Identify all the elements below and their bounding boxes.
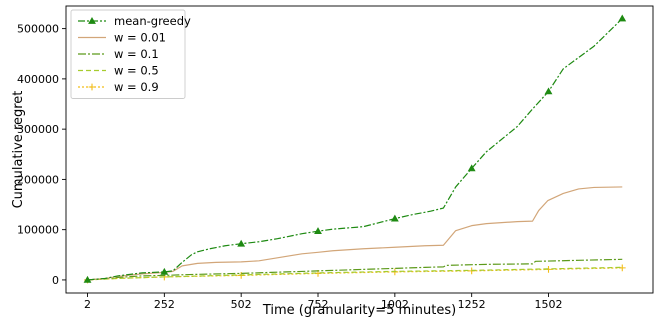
series-line [87, 186, 623, 281]
x-tick-label: 252 [154, 298, 175, 311]
legend-marker [88, 83, 96, 91]
x-tick-label: 1002 [381, 298, 409, 311]
series-marker [160, 267, 169, 275]
series-line [87, 267, 623, 281]
legend-label: mean-greedy [114, 14, 191, 28]
series-marker [83, 275, 92, 283]
series-marker [237, 239, 246, 247]
x-axis-label: Time (granularity=5 minutes) [262, 303, 456, 318]
y-axis-label: Cumulative regret [11, 91, 26, 209]
x-tick-label: 502 [231, 298, 252, 311]
x-tick-label: 1502 [535, 298, 563, 311]
x-tick-label: 752 [308, 298, 329, 311]
series-marker [390, 214, 399, 222]
legend-label: w = 0.5 [114, 64, 159, 78]
legend-label: w = 0.9 [114, 80, 159, 94]
y-tick-label: 200000 [17, 173, 59, 186]
y-tick-label: 300000 [17, 123, 59, 136]
series-line [87, 258, 623, 281]
series-marker [314, 227, 322, 235]
y-tick-label: 0 [52, 274, 59, 287]
series-marker [467, 164, 476, 172]
legend-marker [88, 16, 96, 24]
plot-frame [65, 5, 654, 294]
y-tick-label: 400000 [17, 73, 59, 86]
series-marker [544, 87, 553, 95]
legend-box [70, 9, 186, 99]
series-line [87, 266, 623, 281]
x-tick-label: 1252 [458, 298, 486, 311]
series-layer [83, 14, 627, 284]
y-tick-label: 500000 [17, 23, 59, 36]
series-marker [618, 14, 627, 22]
x-tick-label: 2 [84, 298, 91, 311]
legend: mean-greedy w = 0.01 w = 0.1 w = 0.5 w = 0.9 [70, 9, 191, 99]
ticks-layer: 2 252 502 752 1002 1252 1502 0 100000 200000 30000… [17, 23, 563, 311]
legend-label: w = 0.01 [114, 31, 166, 45]
y-tick-label: 100000 [17, 224, 59, 237]
legend-label: w = 0.1 [114, 47, 159, 61]
